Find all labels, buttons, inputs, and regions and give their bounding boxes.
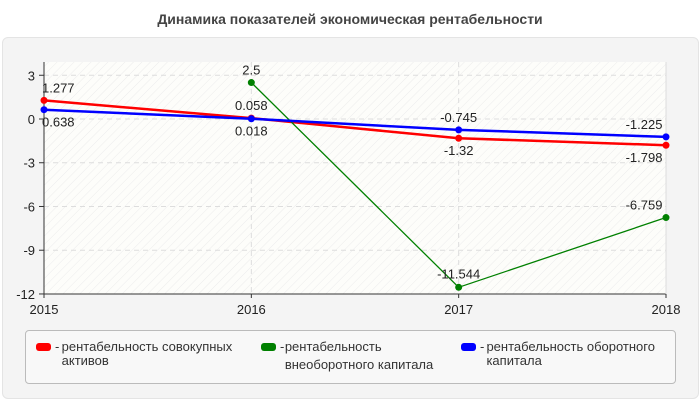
legend-label: рентабельность внеоборотного капитала <box>284 339 434 372</box>
x-tick-label: 2016 <box>237 302 266 317</box>
data-label: -6.759 <box>626 198 663 213</box>
y-tick-label: -6 <box>23 199 35 214</box>
data-label: -11.544 <box>437 266 480 281</box>
legend-label: рентабельность совокупных активов <box>61 339 233 368</box>
data-label: -1.225 <box>626 117 663 132</box>
legend-item-red[interactable]: - рентабельность совокупных активов <box>36 340 246 368</box>
data-label: -0.745 <box>440 110 477 125</box>
legend-label: рентабельность оборотного капитала <box>486 339 655 368</box>
data-point <box>455 134 463 142</box>
data-label: 2.5 <box>242 63 260 78</box>
y-tick-label: -12 <box>16 287 35 302</box>
legend-item-blue[interactable]: - рентабельность оборотного капитала <box>461 340 671 368</box>
series-line <box>43 108 667 139</box>
legend-swatch <box>461 343 476 351</box>
data-label: 1.277 <box>42 80 75 95</box>
y-tick-label: -9 <box>23 243 35 258</box>
data-point <box>662 214 670 222</box>
data-point <box>247 79 255 87</box>
data-label: -1.798 <box>626 150 663 165</box>
plot-area <box>44 62 666 294</box>
x-tick-label: 2018 <box>652 302 681 317</box>
legend-item-green[interactable]: - рентабельность внеоборотного капитала <box>261 339 436 374</box>
y-tick-label: -3 <box>23 156 35 171</box>
legend-swatch <box>261 343 276 351</box>
x-tick-label: 2015 <box>30 302 59 317</box>
data-label: 0.018 <box>235 124 268 139</box>
x-tick-label: 2017 <box>444 302 473 317</box>
data-point <box>455 126 463 134</box>
data-point <box>40 96 48 104</box>
y-tick-label: 3 <box>28 68 35 83</box>
data-point <box>662 133 670 141</box>
data-point <box>662 141 670 149</box>
data-point <box>40 106 48 114</box>
legend: - рентабельность совокупных активов - ре… <box>25 330 676 384</box>
series-line <box>43 99 667 147</box>
data-label: -1.32 <box>444 143 474 158</box>
chart-title: Динамика показателей экономическая рента… <box>157 11 543 27</box>
y-tick-label: 0 <box>28 112 35 127</box>
data-point <box>455 283 463 291</box>
legend-swatch <box>36 343 51 351</box>
data-label: 0.638 <box>42 115 75 130</box>
data-label: 0.058 <box>235 98 268 113</box>
data-point <box>247 115 255 123</box>
